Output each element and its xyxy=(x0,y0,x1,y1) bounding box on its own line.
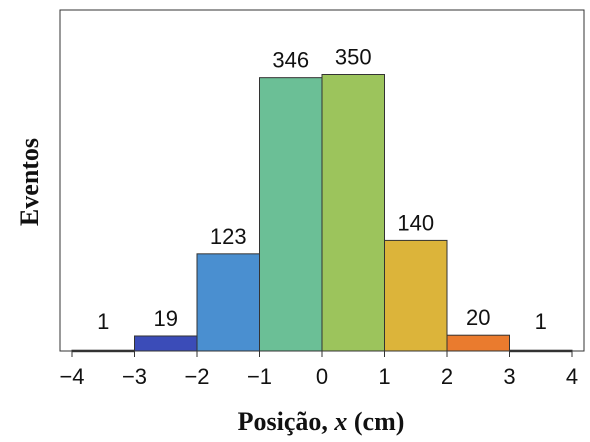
data-label-0: 1 xyxy=(97,309,109,334)
bar-2 xyxy=(196,253,260,352)
x-tick-label-6: 2 xyxy=(441,364,453,389)
x-tick-label-3: −1 xyxy=(247,364,272,389)
x-tick-label-7: 3 xyxy=(503,364,515,389)
bar-5 xyxy=(384,239,448,352)
data-label-7: 1 xyxy=(535,309,547,334)
x-tick-label-1: −3 xyxy=(122,364,147,389)
x-tick-label-2: −2 xyxy=(184,364,209,389)
x-tick-labels-group: −4 −3 −2 −1 0 1 2 3 4 xyxy=(59,364,578,389)
data-label-5: 140 xyxy=(397,210,434,235)
x-tick-label-0: −4 xyxy=(59,364,84,389)
x-axis-title-suffix: (cm) xyxy=(347,407,404,436)
x-axis-title-prefix: Posição, xyxy=(238,407,335,436)
data-labels-group: 1 19 123 346 350 140 20 1 xyxy=(97,45,547,335)
x-ticks-group xyxy=(71,351,573,357)
y-axis-title: Eventos xyxy=(15,138,44,226)
data-label-6: 20 xyxy=(466,305,490,330)
x-tick-label-4: 0 xyxy=(316,364,328,389)
bar-4 xyxy=(321,74,385,352)
x-axis-title: Posição, x (cm) xyxy=(238,407,405,436)
x-axis-title-variable: x xyxy=(333,407,347,436)
x-tick-label-5: 1 xyxy=(378,364,390,389)
data-label-1: 19 xyxy=(154,306,178,331)
data-label-3: 346 xyxy=(272,48,309,73)
data-label-4: 350 xyxy=(335,45,372,70)
bars-group xyxy=(71,74,573,353)
bar-1 xyxy=(134,335,198,352)
x-tick-label-8: 4 xyxy=(566,364,578,389)
data-label-2: 123 xyxy=(210,224,247,249)
bar-3 xyxy=(259,77,323,352)
bar-6 xyxy=(446,334,510,352)
